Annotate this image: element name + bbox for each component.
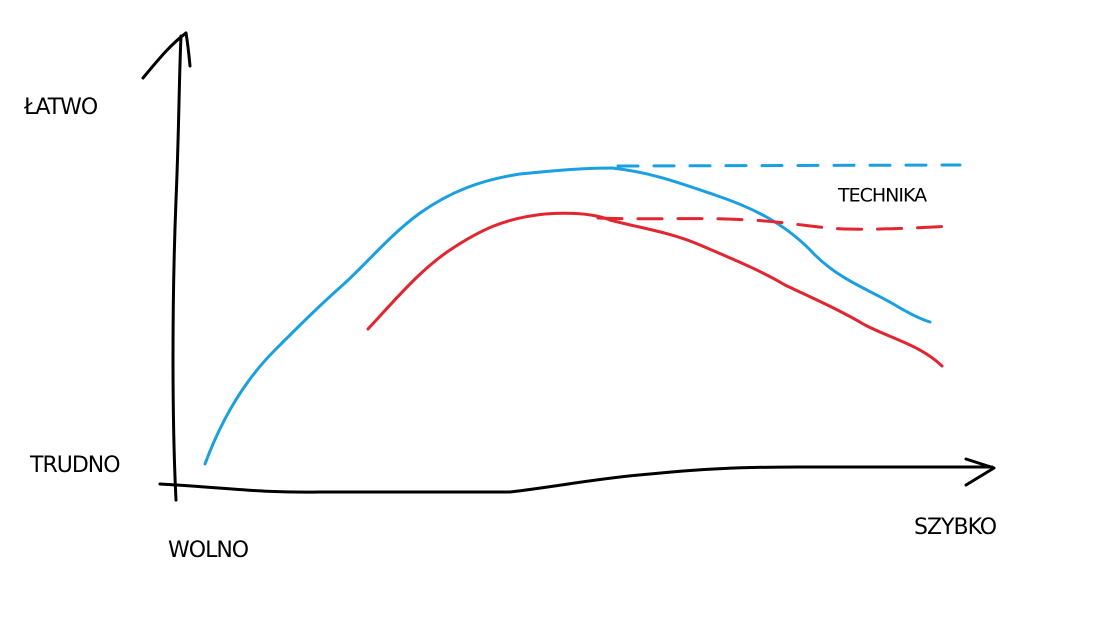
y-axis [171, 34, 183, 502]
x-right-label: SZYBKO [914, 515, 997, 540]
x-axis-arrow [964, 457, 996, 487]
y-bottom-label: TRUDNO [29, 453, 120, 478]
x-left-label: WOLNO [168, 538, 249, 563]
technique-label: TECHNIKA [837, 185, 927, 207]
x-axis [158, 465, 994, 494]
y-axis-arrow [141, 31, 192, 80]
y-top-label: ŁATWO [23, 95, 98, 120]
red-curve [366, 211, 944, 368]
blue-curve [203, 166, 932, 466]
blue-dashed-line [616, 163, 962, 168]
